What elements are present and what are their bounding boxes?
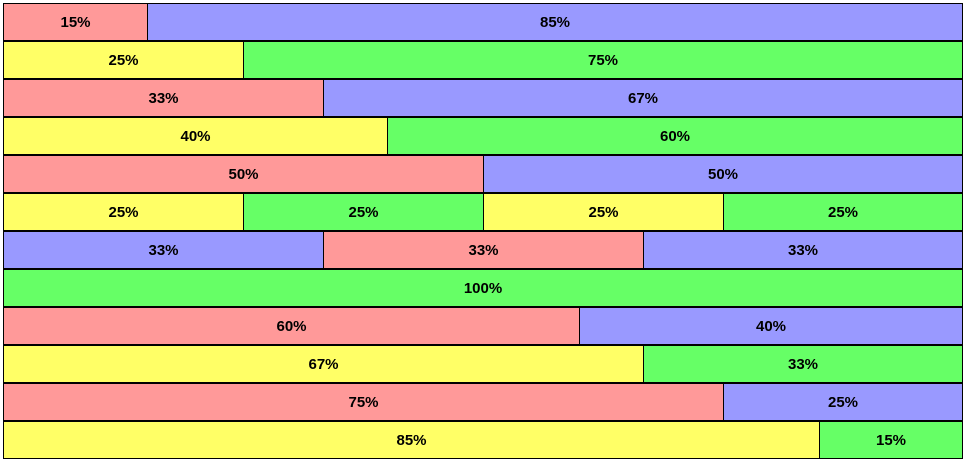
grid-cell: 60% — [3, 307, 580, 345]
grid-cell: 33% — [643, 231, 963, 269]
grid-row: 15% 85% — [3, 3, 963, 41]
grid-cell: 25% — [3, 193, 244, 231]
grid-cell: 25% — [3, 41, 244, 79]
grid-cell: 60% — [387, 117, 963, 155]
grid-cell: 25% — [243, 193, 484, 231]
grid-cell: 75% — [3, 383, 724, 421]
grid-cell: 85% — [3, 421, 820, 459]
grid-row: 100% — [3, 269, 963, 307]
grid-cell: 15% — [819, 421, 963, 459]
grid-cell: 67% — [3, 345, 644, 383]
grid-cell: 50% — [483, 155, 963, 193]
grid-row: 75% 25% — [3, 383, 963, 421]
grid-cell: 25% — [723, 383, 963, 421]
grid-cell: 40% — [3, 117, 388, 155]
grid-cell: 100% — [3, 269, 963, 307]
percentage-grid: 15% 85% 25% 75% 33% 67% 40% 60% 50% 50% 25% 25% 25% 2… — [3, 3, 963, 459]
grid-row: 50% 50% — [3, 155, 963, 193]
grid-cell: 33% — [3, 79, 324, 117]
grid-cell: 33% — [3, 231, 324, 269]
grid-row: 33% 33% 33% — [3, 231, 963, 269]
grid-cell: 25% — [723, 193, 963, 231]
grid-cell: 33% — [643, 345, 963, 383]
grid-row: 67% 33% — [3, 345, 963, 383]
grid-cell: 85% — [147, 3, 963, 41]
grid-cell: 15% — [3, 3, 148, 41]
grid-row: 33% 67% — [3, 79, 963, 117]
grid-cell: 40% — [579, 307, 963, 345]
grid-cell: 25% — [483, 193, 724, 231]
grid-row: 25% 25% 25% 25% — [3, 193, 963, 231]
grid-row: 25% 75% — [3, 41, 963, 79]
grid-row: 60% 40% — [3, 307, 963, 345]
grid-cell: 33% — [323, 231, 644, 269]
grid-row: 85% 15% — [3, 421, 963, 459]
grid-cell: 50% — [3, 155, 484, 193]
grid-row: 40% 60% — [3, 117, 963, 155]
grid-cell: 75% — [243, 41, 963, 79]
grid-cell: 67% — [323, 79, 963, 117]
